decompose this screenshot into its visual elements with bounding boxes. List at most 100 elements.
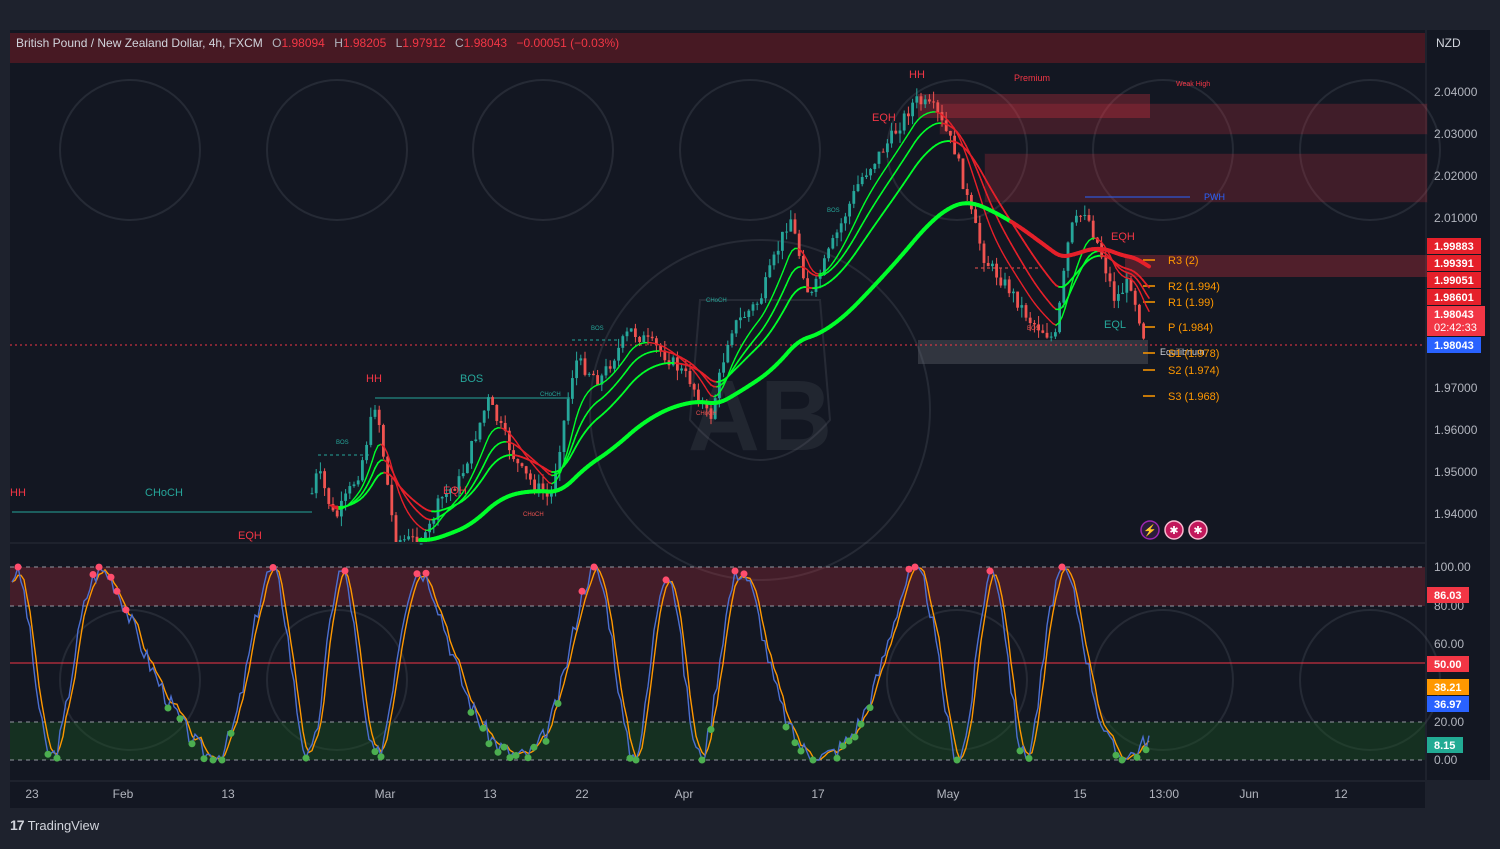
candle-body [680, 368, 683, 370]
price-badge: 1.99883 [1434, 241, 1474, 253]
overbought-dot [96, 564, 103, 571]
high-label: H [334, 36, 343, 50]
oversold-dot [513, 752, 520, 759]
candle-body [991, 264, 994, 266]
time-tick: Jun [1239, 787, 1258, 801]
candle-body [361, 460, 364, 480]
label-eqh: EQH [1111, 231, 1135, 243]
candle-body [1104, 257, 1107, 273]
candle-body [529, 473, 532, 479]
candle-body [584, 358, 587, 375]
candle-body [1058, 303, 1061, 332]
oversold-dot [201, 755, 208, 762]
candle-body [630, 328, 633, 331]
candle-body [441, 497, 444, 498]
candle-body [798, 234, 801, 256]
price-tick: 2.04000 [1434, 85, 1478, 99]
symbol-legend[interactable]: British Pound / New Zealand Dollar, 4h, … [16, 36, 619, 50]
price-tick: 1.97000 [1434, 381, 1478, 395]
candle-body [739, 317, 742, 320]
candle-body [735, 320, 738, 333]
overbought-dot [15, 564, 22, 571]
time-tick: 13 [483, 787, 497, 801]
candle-body [861, 177, 864, 184]
candle-body [987, 263, 990, 266]
candle-body [1134, 291, 1137, 305]
candle-body [1079, 216, 1082, 217]
osc-tick: 100.00 [1434, 560, 1471, 574]
candle-body [1050, 337, 1053, 338]
candle-body [794, 219, 797, 233]
candle-body [1046, 333, 1049, 338]
osc-tick: 0.00 [1434, 753, 1458, 767]
osc-badge: 38.21 [1434, 682, 1462, 694]
time-tick: 23 [25, 787, 39, 801]
candle-body [390, 485, 393, 515]
low-value: 1.97912 [402, 36, 445, 50]
overbought-dot [123, 606, 130, 613]
candle-body [311, 493, 314, 494]
overbought-dot [423, 570, 430, 577]
candle-body [932, 101, 935, 102]
candle-body [1121, 293, 1124, 294]
oversold-dot [378, 753, 385, 760]
time-axis: 23 Feb 13 Mar 13 22 Apr 17 May 15 13:00 … [25, 787, 1348, 801]
overbought-dot [342, 567, 349, 574]
candle-body [743, 317, 746, 318]
candle-body [474, 439, 477, 441]
pivot-label: S2 (1.974) [1168, 365, 1219, 377]
osc-badge: 8.15 [1434, 740, 1455, 752]
candle-body [533, 480, 536, 491]
oversold-dot [840, 742, 847, 749]
oversold-dot [165, 705, 172, 712]
candle-body [642, 335, 645, 342]
candle-body [407, 536, 410, 539]
candle-body [1008, 279, 1011, 293]
candle-body [684, 368, 687, 371]
candle-body [1020, 305, 1023, 308]
price-tick: 1.94000 [1434, 507, 1478, 521]
candle-body [907, 113, 910, 116]
candle-body [1092, 221, 1095, 238]
price-tick: 1.95000 [1434, 465, 1478, 479]
candle-body [1071, 223, 1074, 243]
candle-body [785, 232, 788, 233]
candle-body [995, 264, 998, 278]
overbought-dot [741, 570, 748, 577]
candle-body [747, 311, 750, 317]
candle-body [617, 348, 620, 361]
price-tick: 2.02000 [1434, 169, 1478, 183]
overbought-dot [414, 570, 421, 577]
pivot-label: R2 (1.994) [1168, 281, 1220, 293]
oversold-dot [501, 744, 508, 751]
candle-body [1142, 323, 1145, 338]
label-bos-small: BOS [1027, 326, 1040, 332]
oversold-dot [219, 757, 226, 764]
candle-body [1117, 294, 1120, 301]
svg-text:⚡: ⚡ [1143, 524, 1157, 537]
overbought-dot [906, 566, 913, 573]
tradingview-logo[interactable]: 17 TradingView [10, 817, 99, 833]
candle-body [487, 397, 490, 411]
candle-body [613, 361, 616, 369]
candle-body [403, 539, 406, 540]
oversold-dot [1017, 747, 1024, 754]
time-tick: May [937, 787, 960, 801]
svg-text:✱: ✱ [1169, 525, 1178, 537]
candle-body [903, 113, 906, 130]
candle-body [374, 410, 377, 417]
candle-body [827, 249, 830, 259]
candle-body [353, 484, 356, 486]
event-icons[interactable]: ⚡ ✱ ✱ [1141, 521, 1207, 539]
candle-body [621, 336, 624, 348]
pivot-label: S3 (1.968) [1168, 391, 1219, 403]
candle-body [999, 278, 1002, 286]
currency-label[interactable]: NZD [1436, 36, 1461, 50]
candle-body [1088, 215, 1091, 221]
oversold-dot [468, 709, 475, 716]
candle-body [651, 337, 654, 338]
label-bos-small: BOS [336, 440, 349, 446]
label-choch-small: CHoCH [523, 512, 544, 518]
oversold-dot [507, 754, 514, 761]
